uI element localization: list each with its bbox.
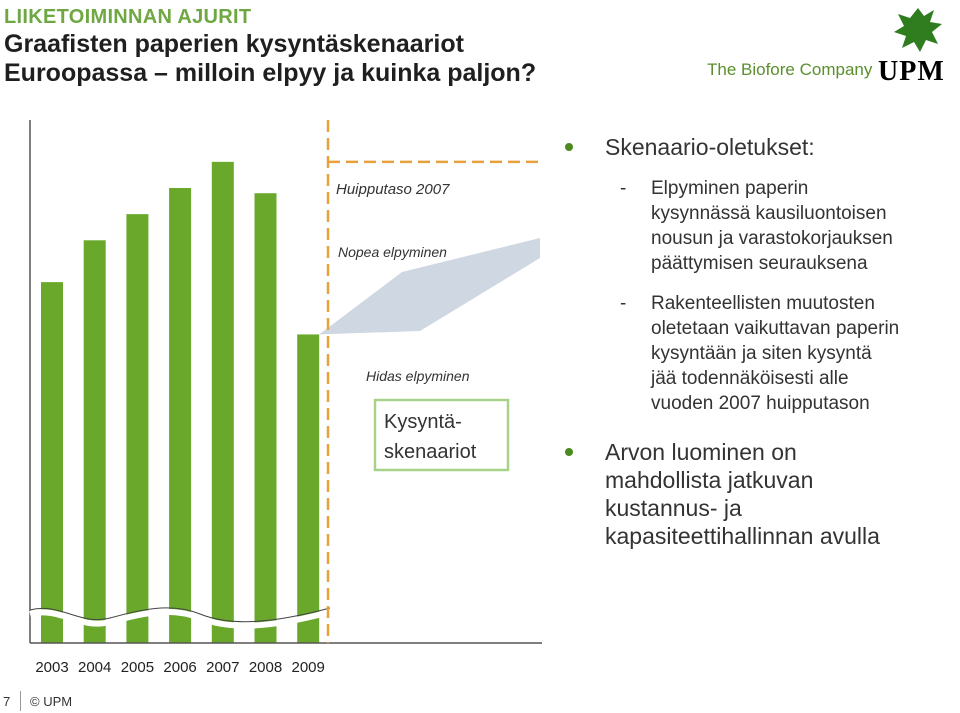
bullet-dot-icon [565, 143, 573, 151]
sub-1-line-3: nousun ja varastokorjauksen [651, 228, 893, 249]
tick-label-2006: 2006 [163, 659, 196, 676]
scenario-box-line-1: Kysyntä- [384, 411, 462, 433]
value-line-4: kapasiteettihallinnan avulla [605, 523, 880, 549]
dash-1: - [620, 178, 627, 199]
bar-2009 [297, 334, 320, 643]
chart-axes [29, 120, 542, 644]
section-kicker: LIIKETOIMINNAN AJURIT [4, 6, 252, 28]
tick-label-2004: 2004 [78, 659, 111, 676]
sub-bullet-2: - Rakenteellisten muutosten oletetaan va… [565, 291, 960, 416]
footer-copyright: © UPM [30, 694, 73, 709]
tick-label-2009: 2009 [292, 659, 325, 676]
sub-1-line-1: Elpyminen paperin [651, 178, 809, 199]
dash-2: - [620, 293, 627, 314]
tick-label-2003: 2003 [35, 659, 68, 676]
tick-label-2007: 2007 [206, 659, 239, 676]
title-line-1: Graafisten paperien kysyntäskenaariot [4, 30, 464, 58]
footer-divider [20, 691, 21, 711]
demand-chart: 2003 2004 2005 2006 2007 2008 2009 Huipputaso … [29, 120, 542, 676]
bars-group [41, 161, 320, 644]
brand-tagline: The Biofore Company [707, 60, 873, 79]
scenario-box [373, 398, 510, 472]
scenario-fan [319, 238, 540, 335]
tick-label-2005: 2005 [121, 659, 154, 676]
bar-2003 [41, 282, 63, 643]
bar-2006 [169, 187, 192, 644]
bar-2007 [211, 161, 234, 643]
bar-2008 [254, 193, 277, 643]
scenario-bullets: Skenaario-oletukset: - Elpyminen paperin… [565, 133, 960, 550]
sub-2-line-2: oletetaan vaikuttavan paperin [651, 318, 900, 339]
value-line-1: Arvon luominen on [605, 439, 797, 465]
sub-1-line-4: päättymisen seurauksena [651, 253, 868, 274]
bullet-dot-icon [565, 448, 573, 456]
bullet-value-creation: Arvon luominen on mahdollista jatkuvan k… [565, 438, 960, 550]
bar-2004 [83, 240, 106, 644]
scenario-box-line-2: skenaariot [384, 441, 477, 463]
sub-1-line-2: kysynnässä kausiluontoisen [651, 203, 887, 224]
axis-break-marks [29, 607, 331, 629]
sub-2-line-4: jää todennäköisesti alle [651, 368, 849, 389]
value-line-2: mahdollista jatkuvan [605, 467, 814, 493]
bullet-heading-text: Skenaario-oletukset: [605, 134, 815, 160]
x-tick-labels: 2003 2004 2005 2006 2007 2008 2009 [35, 659, 325, 676]
tick-label-2008: 2008 [249, 659, 282, 676]
slow-recovery-label: Hidas elpyminen [366, 368, 470, 384]
value-line-3: kustannus- ja [605, 495, 742, 521]
bullet-heading: Skenaario-oletukset: [565, 133, 960, 161]
sub-bullet-1: - Elpyminen paperin kysynnässä kausiluon… [565, 176, 960, 276]
bar-2005 [126, 214, 149, 643]
peak-level-label: Huipputaso 2007 [336, 181, 450, 198]
axis-break-white [29, 608, 331, 629]
chart-annotations: Huipputaso 2007 Nopea elpyminen Hidas elpy… [326, 120, 540, 643]
griffin-logo-icon [894, 8, 942, 52]
fast-recovery-label: Nopea elpyminen [338, 244, 447, 260]
sub-2-line-5: vuoden 2007 huipputason [651, 393, 870, 414]
slide-title: Graafisten paperien kysyntäskenaariot Eu… [4, 30, 536, 88]
sub-2-line-3: kysyntään ja siten kysyntä [651, 343, 872, 364]
axis-break-line [29, 607, 331, 623]
brand-name: UPM [878, 56, 945, 87]
scenario-fan-shape [319, 238, 540, 335]
sub-2-line-1: Rakenteellisten muutosten [651, 293, 875, 314]
page-number: 7 [3, 694, 11, 709]
title-line-2: Euroopassa – milloin elpyy ja kuinka pal… [4, 59, 537, 87]
